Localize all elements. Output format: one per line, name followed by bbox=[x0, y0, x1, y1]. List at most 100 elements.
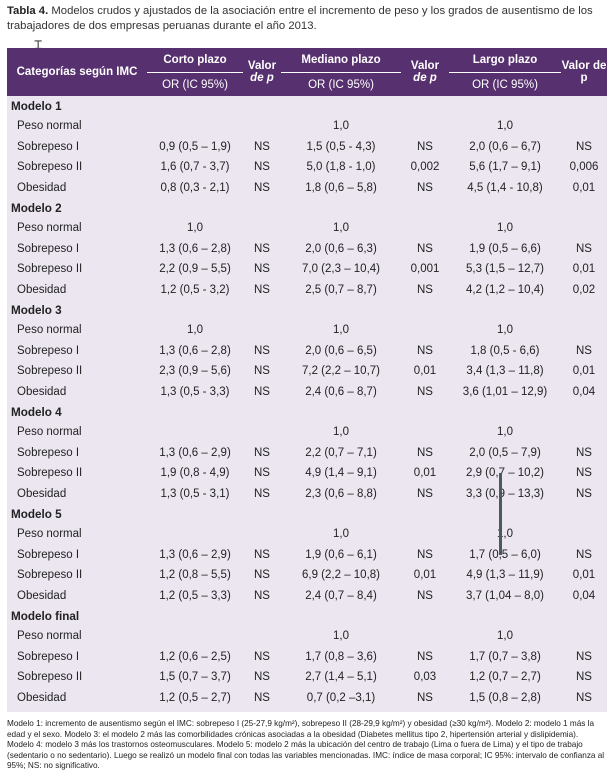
cell-m-or: 2,5 (0,7 – 8,7) bbox=[305, 283, 377, 296]
cell-m-p: 0,01 bbox=[413, 569, 437, 582]
cell-c-p: NS bbox=[254, 671, 270, 684]
model-title: Modelo 1 bbox=[11, 99, 62, 113]
table-footnote: Modelo 1: incremento de ausentismo según… bbox=[7, 719, 605, 771]
table-row: Sobrepeso II 2,2 (0,9 – 5,5) NS 7,0 (2,3 – … bbox=[7, 259, 607, 280]
cell-l-p: NS bbox=[576, 548, 592, 561]
cell-m-p: 0,002 bbox=[410, 161, 440, 174]
cell-l-p: 0,04 bbox=[572, 385, 596, 398]
cell-l-p bbox=[561, 422, 607, 443]
table-row: Peso normal 1,0 1,0 bbox=[7, 524, 607, 545]
cell-c-p bbox=[243, 626, 281, 647]
cell-c-or: 2,2 (0,9 – 5,5) bbox=[159, 263, 231, 276]
model-title: Modelo 2 bbox=[11, 201, 62, 215]
row-label: Peso normal bbox=[17, 528, 82, 541]
cell-c-or: 0,9 (0,5 – 1,9) bbox=[159, 140, 231, 153]
header-valor-p-line1: Valor bbox=[410, 60, 440, 72]
cell-c-p: NS bbox=[254, 548, 270, 561]
table-row: Obesidad 1,3 (0,5 - 3,1) NS 2,3 (0,6 – 8,8)… bbox=[7, 484, 607, 505]
header-category: Categorías según IMC bbox=[7, 48, 147, 96]
results-table: Categorías según IMC Corto plazo Valor de… bbox=[7, 48, 607, 708]
cell-c-or: 1,2 (0,8 – 5,5) bbox=[159, 569, 231, 582]
cell-m-p: NS bbox=[417, 691, 433, 704]
cell-m-or: 4,9 (1,4 – 9,1) bbox=[305, 467, 377, 480]
row-label: Peso normal bbox=[17, 630, 82, 643]
cell-c-p: NS bbox=[254, 569, 270, 582]
cell-m-p: NS bbox=[417, 181, 433, 194]
cell-c-or: 1,0 bbox=[187, 324, 203, 337]
cell-c-or bbox=[147, 422, 243, 443]
table-row: Sobrepeso I 1,3 (0,6 – 2,8) NS 2,0 (0,6 – 6… bbox=[7, 239, 607, 260]
cell-m-or: 1,8 (0,6 – 5,8) bbox=[305, 181, 377, 194]
cell-c-or: 0,8 (0,3 - 2,1) bbox=[160, 181, 230, 194]
cell-l-or: 3,3 (0,9 – 13,3) bbox=[466, 487, 544, 500]
cell-l-or: 1,7 (0,7 – 3,8) bbox=[469, 650, 541, 663]
cell-l-or: 1,0 bbox=[497, 324, 513, 337]
table-row: Peso normal 1,0 1,0 1,0 bbox=[7, 320, 607, 341]
cell-l-p: NS bbox=[576, 344, 592, 357]
header-or-mediano: OR (IC 95%) bbox=[281, 72, 401, 96]
table-row: Obesidad 1,2 (0,5 – 2,7) NS 0,7 (0,2 –3,1) N… bbox=[7, 688, 607, 709]
cell-m-p: NS bbox=[417, 385, 433, 398]
model-group-row: Modelo 4 bbox=[7, 402, 607, 422]
row-label: Sobrepeso II bbox=[17, 263, 83, 276]
table-row: Peso normal 1,0 1,0 bbox=[7, 116, 607, 137]
row-label: Obesidad bbox=[17, 487, 67, 500]
cell-m-p: NS bbox=[417, 650, 433, 663]
cell-l-p bbox=[561, 626, 607, 647]
model-group-row: Modelo 1 bbox=[7, 96, 607, 116]
table-row: Sobrepeso II 2,3 (0,9 – 5,6) NS 7,2 (2,2 – … bbox=[7, 361, 607, 382]
cell-c-p: NS bbox=[254, 283, 270, 296]
header-or-largo: OR (IC 95%) bbox=[449, 72, 561, 96]
table-row: Sobrepeso I 0,9 (0,5 – 1,9) NS 1,5 (0,5 - 4… bbox=[7, 137, 607, 158]
cell-m-or: 6,9 (2,2 – 10,8) bbox=[302, 569, 380, 582]
cell-l-p bbox=[561, 218, 607, 239]
cell-c-or: 1,2 (0,5 – 3,3) bbox=[159, 589, 231, 602]
cell-l-p: 0,02 bbox=[572, 283, 596, 296]
cell-c-p bbox=[243, 320, 281, 341]
cell-m-or: 2,0 (0,6 – 6,5) bbox=[305, 344, 377, 357]
table-body: Modelo 1 Peso normal 1,0 1,0 Sobrepeso I 0,9 … bbox=[7, 96, 607, 708]
cell-m-or: 2,7 (1,4 – 5,1) bbox=[305, 671, 377, 684]
cell-l-p: NS bbox=[576, 671, 592, 684]
row-label: Sobrepeso II bbox=[17, 569, 83, 582]
table-row: Peso normal 1,0 1,0 bbox=[7, 422, 607, 443]
table-row: Sobrepeso II 1,5 (0,7 – 3,7) NS 2,7 (1,4 – … bbox=[7, 667, 607, 688]
header-or-corto: OR (IC 95%) bbox=[147, 72, 243, 96]
row-label: Sobrepeso I bbox=[17, 650, 80, 663]
cell-l-p: NS bbox=[576, 242, 592, 255]
model-title: Modelo 4 bbox=[11, 405, 62, 419]
header-valor-p-line2: de p bbox=[413, 72, 437, 84]
row-label: Sobrepeso I bbox=[17, 140, 80, 153]
cell-m-or: 1,5 (0,5 - 4,3) bbox=[306, 140, 376, 153]
cell-m-or: 1,0 bbox=[333, 426, 349, 439]
cell-m-or: 2,0 (0,6 – 6,3) bbox=[305, 242, 377, 255]
cell-m-or: 1,0 bbox=[333, 630, 349, 643]
vertical-marker bbox=[499, 473, 502, 555]
cell-l-or: 1,0 bbox=[497, 630, 513, 643]
cell-l-or: 1,2 (0,7 – 2,7) bbox=[469, 671, 541, 684]
cell-c-p: NS bbox=[254, 446, 270, 459]
row-label: Obesidad bbox=[17, 385, 67, 398]
cell-c-p: NS bbox=[254, 365, 270, 378]
cell-m-p: NS bbox=[417, 283, 433, 296]
caption-text: Modelos crudos y ajustados de la asociac… bbox=[7, 5, 593, 32]
row-label: Sobrepeso I bbox=[17, 242, 80, 255]
row-label: Obesidad bbox=[17, 181, 67, 194]
row-label: Sobrepeso I bbox=[17, 446, 80, 459]
cell-m-p bbox=[401, 626, 449, 647]
header-valor-p-corto: Valor de p bbox=[243, 48, 281, 96]
header-valor-p-line1: Valor bbox=[247, 60, 277, 72]
cell-l-p: NS bbox=[576, 446, 592, 459]
table-row: Obesidad 1,2 (0,5 - 3,2) NS 2,5 (0,7 – 8,7)… bbox=[7, 280, 607, 301]
cell-l-or: 3,7 (1,04 – 8,0) bbox=[466, 589, 544, 602]
cell-l-or: 1,0 bbox=[497, 222, 513, 235]
row-label: Peso normal bbox=[17, 120, 82, 133]
row-label: Sobrepeso II bbox=[17, 467, 83, 480]
row-label: Peso normal bbox=[17, 426, 82, 439]
cell-l-p: 0,01 bbox=[572, 181, 596, 194]
cell-c-or: 1,3 (0,6 – 2,8) bbox=[159, 344, 231, 357]
table-row: Obesidad 1,3 (0,5 - 3,3) NS 2,4 (0,6 – 8,7)… bbox=[7, 382, 607, 403]
cell-c-or bbox=[147, 116, 243, 137]
cell-m-or: 2,3 (0,6 – 8,8) bbox=[305, 487, 377, 500]
table-row: Sobrepeso II 1,2 (0,8 – 5,5) NS 6,9 (2,2 – … bbox=[7, 565, 607, 586]
